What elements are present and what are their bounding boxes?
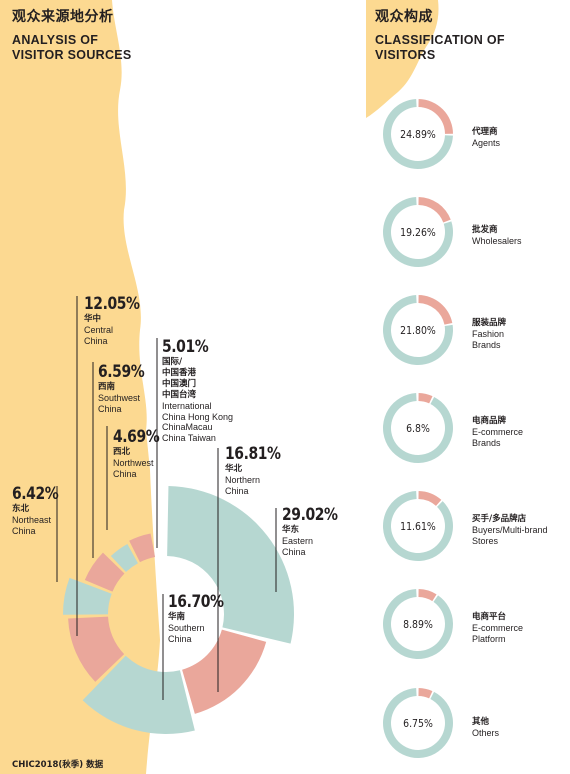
slice-percent: 5.01% [162,337,209,357]
ring-percent-ecommerce-platform: 8.89% [403,618,433,631]
ring-buyers [383,491,454,562]
leader-lines [56,296,277,700]
slice-label-en: Central China [84,325,114,346]
ring-label-cn: 电商平台 [472,612,507,622]
ring-label-others: 其他 Others [472,717,499,739]
slice-label-cn: 华东 [282,525,300,535]
slice-label-northwest: 4.69% 西北 Northwest China [113,427,169,479]
slice-label-cn: 东北 [12,504,30,514]
ring-wholesalers [383,197,453,267]
slice-label-cn: 西南 [98,382,116,392]
slice-label-en: Eastern China [282,536,314,557]
ring-segment [418,197,451,223]
slice-label-eastern: 29.02% 华东 Eastern China [282,505,350,557]
ring-label-en: Agents [472,138,501,148]
slice-label-cn: 华北 [225,464,243,474]
ring-label-en: E-commerce Platform [472,623,524,644]
slice-international [129,533,156,563]
ring-percent-wholesalers: 19.26% [400,226,436,239]
slice-label-en: Northwest China [113,458,154,479]
slice-label-en: International China Hong Kong ChinaMacau… [162,401,234,443]
slice-label-cn: 华南 [168,612,186,622]
ring-segment [418,688,433,699]
slice-percent: 4.69% [113,427,160,447]
slice-label-en: Northern China [225,475,261,496]
ring-agents [383,99,453,169]
ring-label-buyers: 买手/多品牌店 Buyers/Multi-brand Stores [472,514,548,546]
ring-segment [418,393,433,404]
slice-percent: 16.70% [168,592,224,612]
visitor-sources-donut [63,486,294,734]
left-paint-brush [0,0,160,774]
slice-southern [82,655,195,734]
ring-percent-agents: 24.89% [400,128,436,141]
slice-label-cn: 西北 [113,447,131,457]
ring-percent-ecommerce-brands: 6.8% [406,422,430,435]
footer-source: CHIC2018(秋季) 数据 [12,760,104,770]
ring-ecommerce-platform [383,589,454,660]
ring-label-cn: 其他 [472,717,490,727]
slice-percent: 6.42% [12,484,59,504]
slice-northwest [110,543,138,572]
ring-label-ecommerce-platform: 电商平台 E-commerce Platform [472,612,523,644]
left-title-cn: 观众来源地分析 [12,9,114,25]
slice-label-northeast: 6.42% 东北 Northeast China [12,484,68,536]
slice-label-cn: 国际/ 中国香港 中国澳门 中国台湾 [162,357,197,400]
ring-label-cn: 电商品牌 [472,416,507,426]
ring-label-wholesalers: 批发商 Wholesalers [472,225,522,247]
slice-percent: 12.05% [84,294,140,314]
ring-percent-buyers: 11.61% [400,520,436,533]
left-title-en: ANALYSIS OF VISITOR SOURCES [12,33,132,62]
ring-label-en: Buyers/Multi-brand Stores [472,525,548,546]
slice-percent: 29.02% [282,505,338,525]
slice-eastern [167,486,294,644]
ring-fashion-brands [382,295,453,365]
right-paint-brush [366,0,439,118]
slice-label-international: 5.01% 国际/ 中国香港 中国澳门 中国台湾 International C… [162,337,233,443]
ring-segment [418,99,453,134]
ring-others [383,688,453,758]
slice-percent: 16.81% [225,444,281,464]
ring-label-cn: 买手/多品牌店 [472,514,527,524]
slice-label-cn: 华中 [84,314,102,324]
ring-label-cn: 代理商 [472,127,498,137]
ring-segment [418,295,453,325]
ring-label-en: E-commerce Brands [472,427,524,448]
slice-label-southwest: 6.59% 西南 Southwest China [98,362,154,414]
ring-label-cn: 服装品牌 [472,318,507,328]
slice-label-central: 12.05% 华中 Central China [84,294,152,346]
ring-label-en: Others [472,728,500,738]
ring-label-ecommerce-brands: 电商品牌 E-commerce Brands [472,416,523,448]
ring-label-fashion-brands: 服装品牌 Fashion Brands [472,318,506,350]
slice-central [68,616,125,682]
ring-segment [418,589,437,602]
slice-percent: 6.59% [98,362,145,382]
ring-label-en: Wholesalers [472,236,522,246]
slice-label-en: Northeast China [12,515,52,536]
slice-northeast [63,577,112,615]
ring-percent-others: 6.75% [403,717,433,730]
slice-label-northern: 16.81% 华北 Northern China [225,444,293,496]
slice-northern [182,629,267,714]
slice-label-southern: 16.70% 华南 Southern China [168,592,236,644]
ring-segment [418,491,442,506]
right-title-en: CLASSIFICATION OF VISITORS [375,33,505,62]
slice-southwest [84,552,125,592]
ring-label-en: Fashion Brands [472,329,505,350]
ring-percent-fashion-brands: 21.80% [400,324,436,337]
right-title-cn: 观众构成 [375,9,433,25]
slice-label-en: Southern China [168,623,205,644]
ring-ecommerce-brands [383,393,454,464]
slice-label-en: Southwest China [98,393,141,414]
ring-label-cn: 批发商 [472,225,498,235]
ring-label-agents: 代理商 Agents [472,127,500,149]
visitor-classification-rings [382,99,454,758]
